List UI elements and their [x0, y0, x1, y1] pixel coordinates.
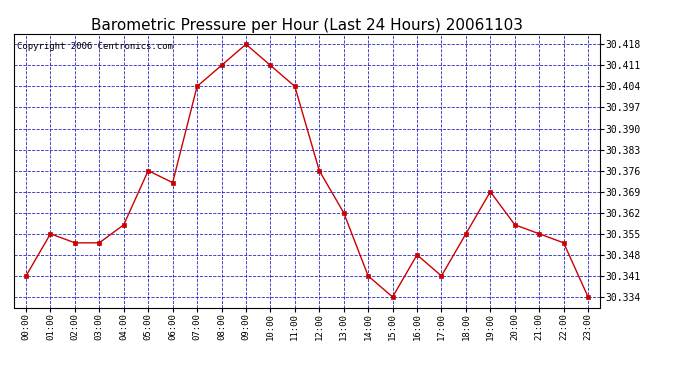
Text: Copyright 2006 Centronics.com: Copyright 2006 Centronics.com	[17, 42, 172, 51]
Title: Barometric Pressure per Hour (Last 24 Hours) 20061103: Barometric Pressure per Hour (Last 24 Ho…	[91, 18, 523, 33]
